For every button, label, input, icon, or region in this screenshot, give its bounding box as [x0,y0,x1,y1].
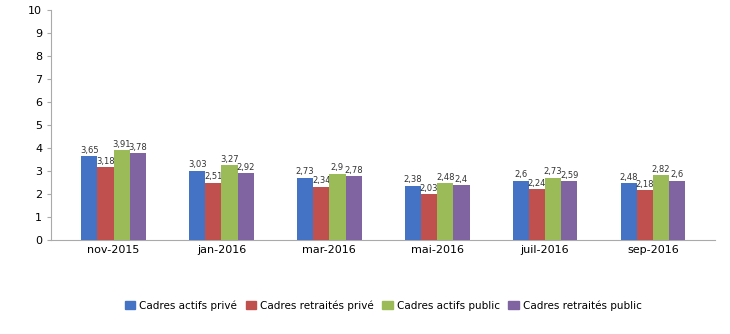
Bar [329,174,345,240]
Text: 2,38: 2,38 [404,175,422,184]
Bar [669,181,685,240]
Bar [405,186,421,240]
Bar [238,173,254,240]
Text: 2,34: 2,34 [312,176,331,185]
Bar [529,189,545,240]
Text: 3,03: 3,03 [188,161,207,169]
Text: 2,9: 2,9 [331,164,344,172]
Bar [561,181,577,240]
Text: 3,91: 3,91 [112,140,131,149]
Bar [421,194,437,240]
Text: 2,73: 2,73 [296,167,315,176]
Bar [189,171,205,240]
Bar [114,150,130,240]
Bar [205,183,221,240]
Legend: Cadres actifs privé, Cadres retraités privé, Cadres actifs public, Cadres retrai: Cadres actifs privé, Cadres retraités pr… [120,296,646,315]
Bar [81,156,98,240]
Text: 3,65: 3,65 [80,146,99,155]
Bar [545,178,561,240]
Bar [130,153,146,240]
Text: 3,78: 3,78 [128,143,147,152]
Text: 2,6: 2,6 [514,170,527,179]
Bar [620,183,637,240]
Text: 2,51: 2,51 [204,172,223,181]
Text: 2,48: 2,48 [619,173,638,182]
Text: 2,59: 2,59 [560,171,578,180]
Bar [437,183,453,240]
Text: 3,27: 3,27 [220,155,239,164]
Bar [221,165,238,240]
Text: 3,18: 3,18 [96,157,115,166]
Bar [637,190,653,240]
Bar [512,181,529,240]
Bar [313,187,329,240]
Bar [98,167,114,240]
Text: 2,03: 2,03 [420,184,438,192]
Text: 2,78: 2,78 [345,166,363,175]
Text: 2,6: 2,6 [670,170,684,179]
Bar [653,175,669,240]
Bar [297,178,313,240]
Bar [453,185,469,240]
Text: 2,82: 2,82 [652,165,670,174]
Bar [345,176,361,240]
Text: 2,92: 2,92 [237,163,255,172]
Text: 2,48: 2,48 [436,173,455,182]
Text: 2,4: 2,4 [455,175,468,184]
Text: 2,73: 2,73 [544,167,562,176]
Text: 2,24: 2,24 [528,179,546,188]
Text: 2,18: 2,18 [636,180,654,189]
